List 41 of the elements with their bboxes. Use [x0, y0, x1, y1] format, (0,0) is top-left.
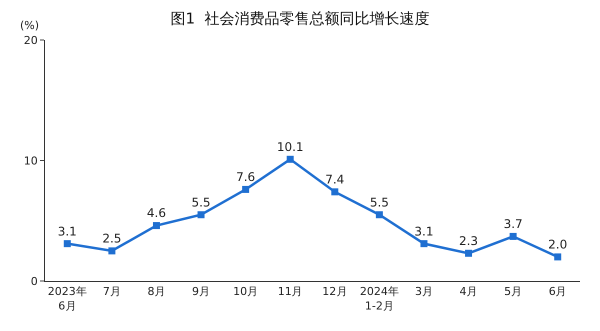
- x-tick-label: 12月: [322, 285, 348, 298]
- point: [286, 156, 294, 163]
- x-tick-label: 4月: [460, 285, 478, 298]
- point: [64, 240, 71, 248]
- point: [108, 247, 116, 254]
- x-tick-label: 8月: [147, 285, 166, 298]
- x-tick-label: 10月: [233, 285, 258, 298]
- data-label: 3.1: [414, 224, 434, 238]
- y-axis-title: (%): [20, 19, 40, 32]
- x-tick-label: 5月: [504, 285, 522, 298]
- data-label: 10.1: [276, 140, 304, 154]
- point: [376, 211, 383, 218]
- point: [510, 232, 517, 240]
- x-tick-label: 11月: [278, 285, 303, 298]
- chart-title: 图1 社会消费品零售总额同比增长速度: [170, 10, 430, 28]
- point: [152, 222, 160, 230]
- y-tick-label: 20: [24, 34, 38, 47]
- y-tick-label: 0: [30, 274, 38, 288]
- data-label: 3.7: [504, 217, 523, 232]
- x-tick-label: 7月: [102, 285, 121, 298]
- data-label: 2.0: [548, 238, 568, 252]
- data-label: 5.5: [370, 195, 389, 210]
- x-tick-label: 6月: [548, 285, 567, 298]
- point: [420, 240, 428, 248]
- data-label: 7.6: [236, 170, 256, 184]
- data-label: 5.5: [191, 195, 211, 210]
- data-label: 7.4: [325, 172, 344, 186]
- point: [198, 211, 205, 218]
- point: [242, 186, 250, 193]
- data-label: 2.3: [458, 234, 478, 248]
- data-label: 2.5: [102, 232, 122, 246]
- data-label: 3.1: [58, 224, 77, 238]
- point: [554, 253, 562, 260]
- y-tick-label: 10: [24, 154, 38, 168]
- data-label: 4.6: [146, 206, 166, 220]
- x-tick-label: 2023年 6月: [48, 285, 87, 312]
- point: [331, 188, 338, 196]
- x-tick-label: 2024年 1-2月: [360, 285, 399, 312]
- x-tick-label: 3月: [414, 285, 433, 298]
- point: [465, 250, 472, 257]
- x-tick-label: 9月: [192, 285, 210, 298]
